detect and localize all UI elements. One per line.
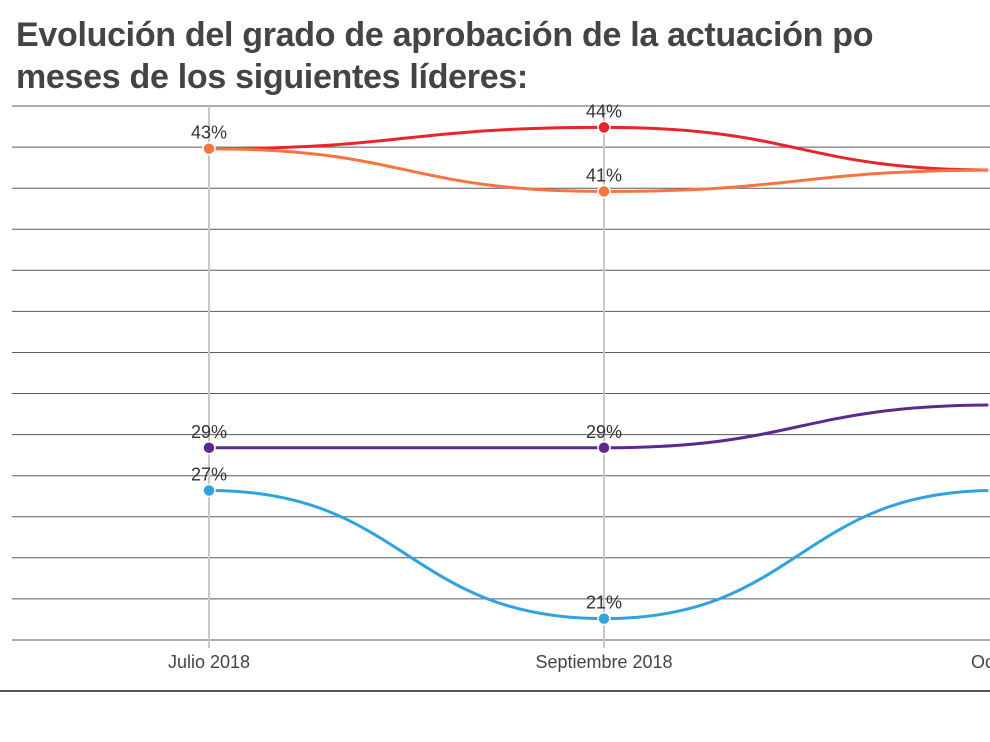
chart-title-line-2: meses de los siguientes líderes: xyxy=(16,58,528,96)
data-label-purple: 29% xyxy=(586,422,622,442)
x-tick-label: Julio 2018 xyxy=(168,652,250,672)
chart-title-line-1: Evolución del grado de aprobación de la … xyxy=(16,16,874,54)
x-tick-label: Septiembre 2018 xyxy=(535,652,672,672)
data-label-orange: 41% xyxy=(586,165,622,185)
data-label-red: 44% xyxy=(586,101,622,121)
data-point-orange xyxy=(597,184,611,199)
data-point-purple xyxy=(597,441,611,455)
data-point-red xyxy=(597,120,611,135)
x-tick-label: Octub xyxy=(971,652,990,672)
series-line-red xyxy=(208,125,990,172)
data-point-blue xyxy=(597,611,611,626)
data-label-purple: 29% xyxy=(191,422,227,442)
data-label-blue: 27% xyxy=(191,465,227,485)
data-point-orange xyxy=(202,141,216,156)
data-label-blue: 21% xyxy=(586,593,622,613)
data-point-blue xyxy=(202,483,216,498)
chart-title: Evolución del grado de aprobación de la … xyxy=(16,14,990,98)
data-label-orange: 43% xyxy=(191,123,227,143)
data-point-purple xyxy=(202,441,216,455)
